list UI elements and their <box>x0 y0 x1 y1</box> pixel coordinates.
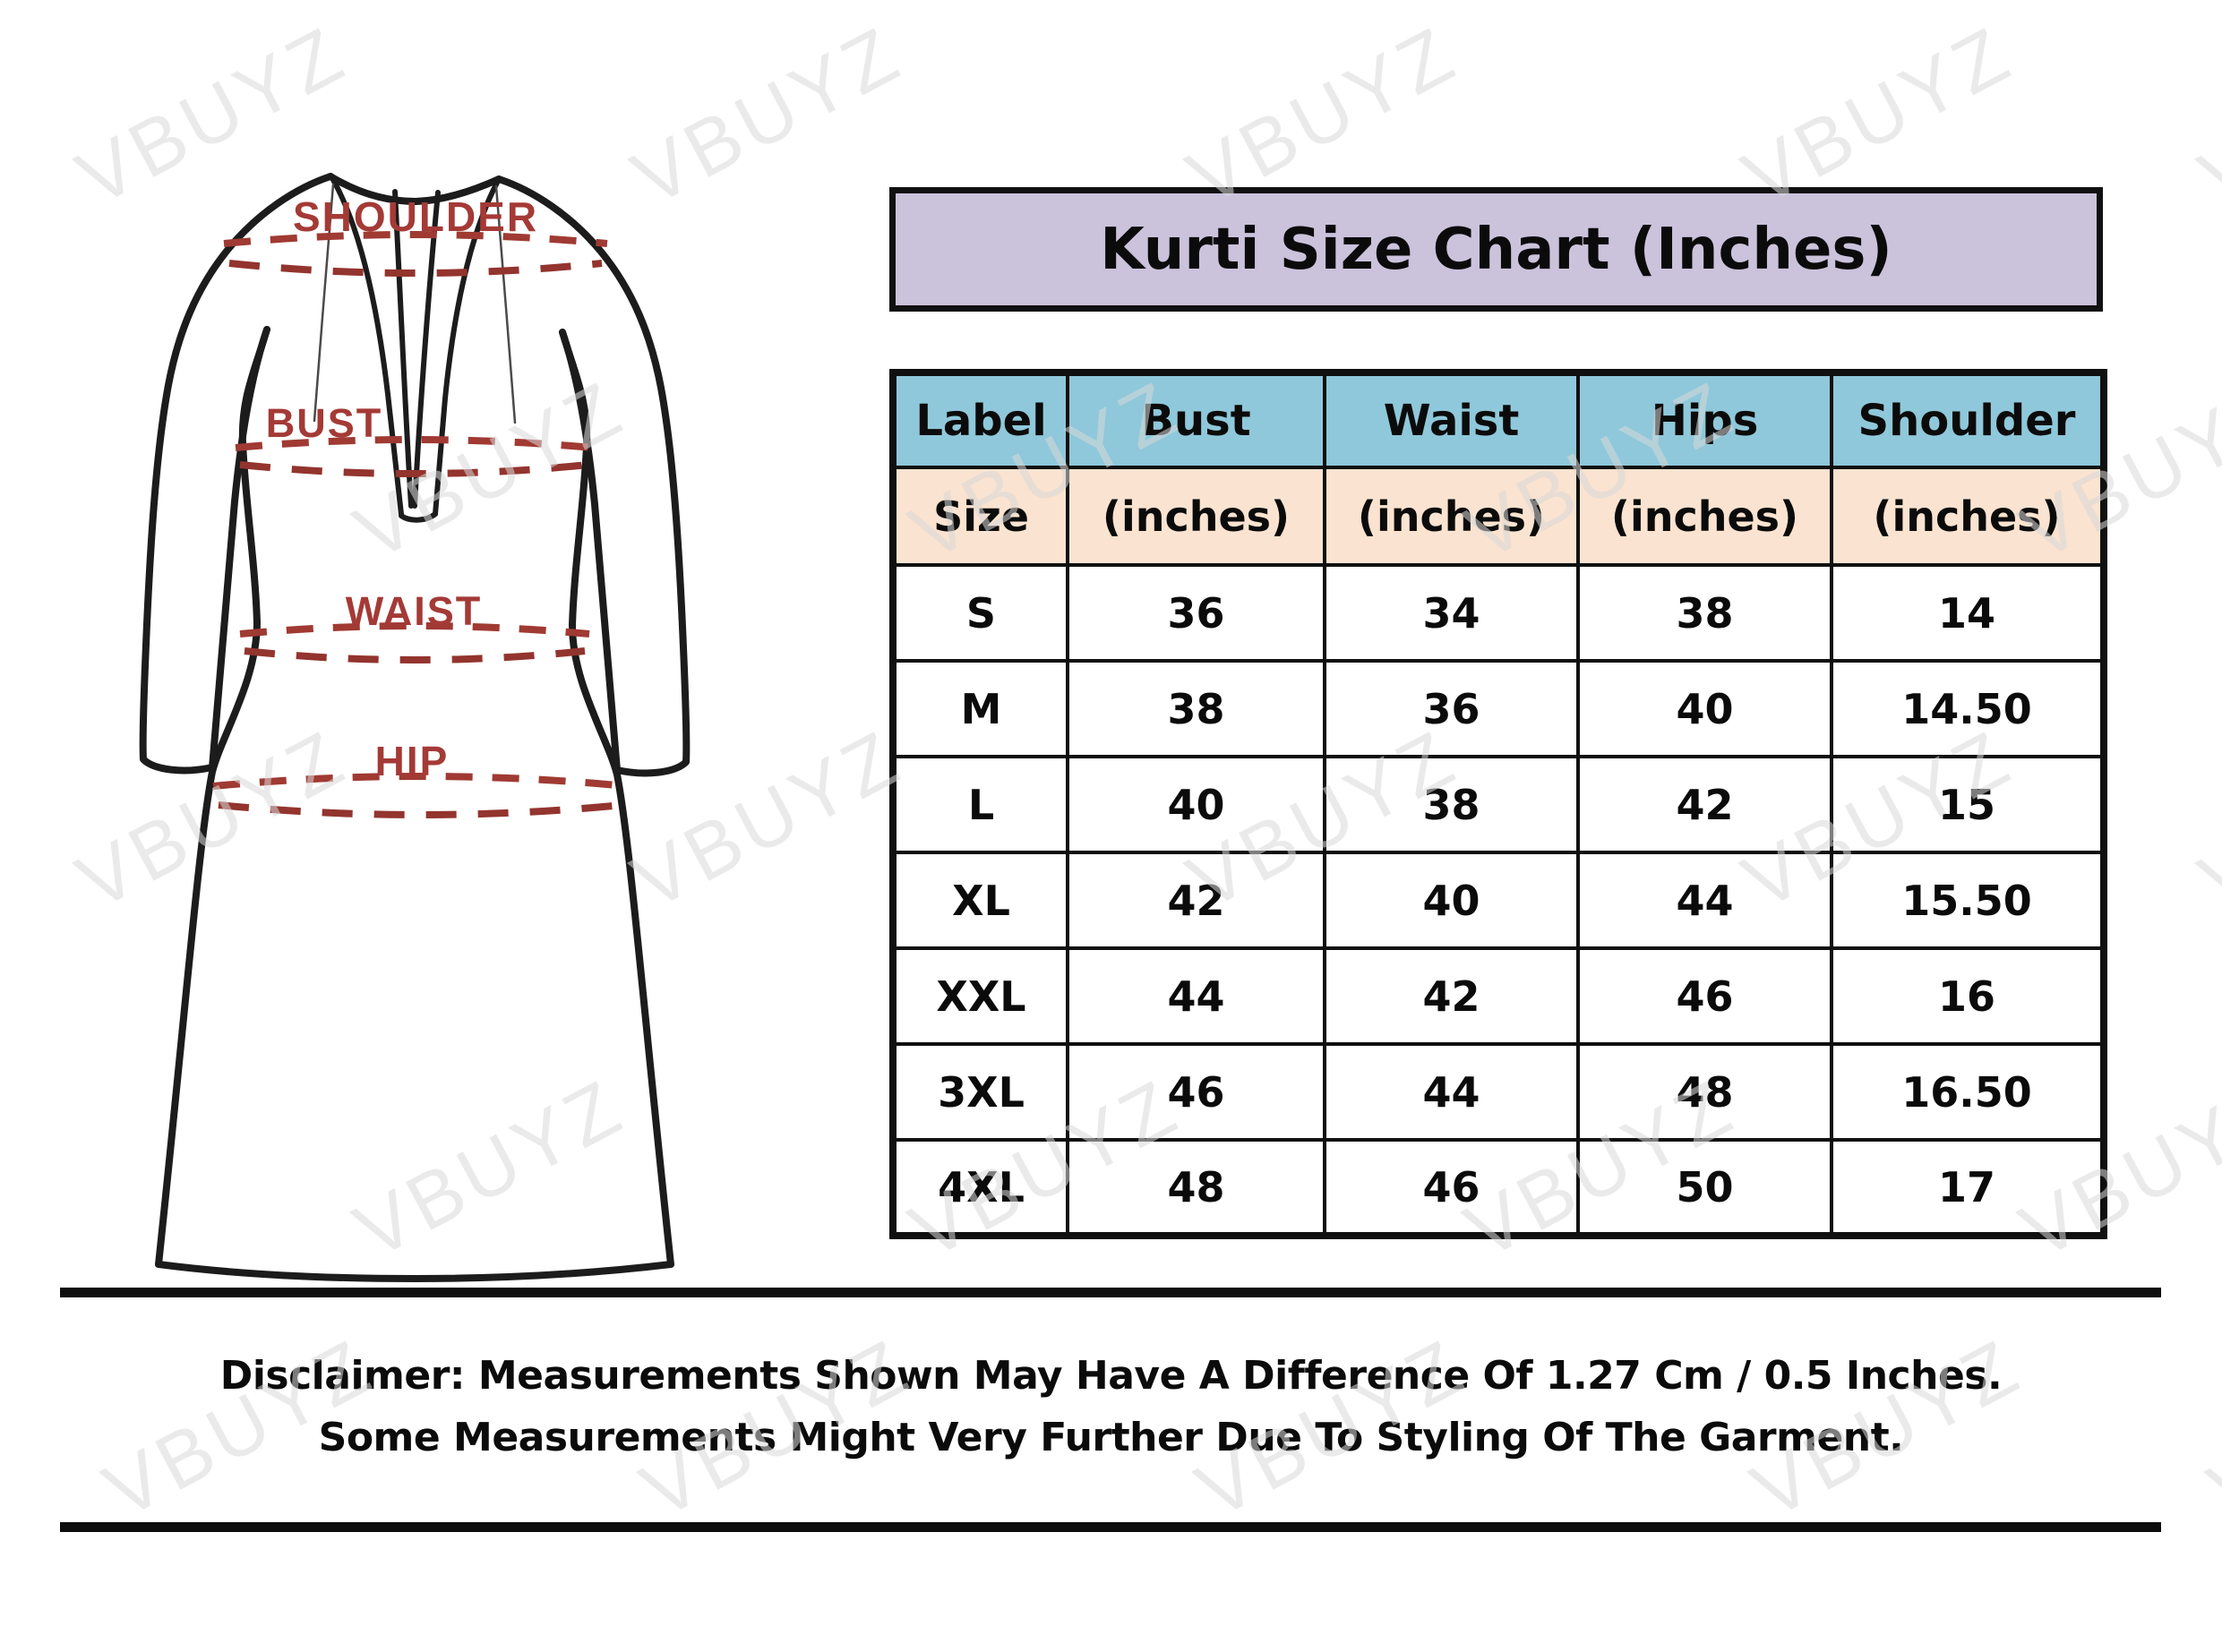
table-row: 4XL 48 46 50 17 <box>891 1138 2106 1237</box>
measurement-cell: 16.50 <box>1830 1042 2106 1142</box>
measurement-cell: 38 <box>1576 563 1833 663</box>
measurement-cell: 17 <box>1830 1138 2106 1237</box>
measurement-cell: 38 <box>1323 755 1580 854</box>
divider-line-bottom <box>60 1522 2161 1532</box>
measurement-cell: 46 <box>1323 1138 1580 1237</box>
table-row: XL 42 40 44 15.50 <box>891 851 2106 950</box>
measurement-cell: 48 <box>1066 1138 1326 1237</box>
table-row: M 38 36 40 14.50 <box>891 659 2106 758</box>
measurement-cell: 48 <box>1576 1042 1833 1142</box>
table-row: S 36 34 38 14 <box>891 563 2106 663</box>
measurement-cell: 34 <box>1323 563 1580 663</box>
waist-label: WAIST <box>346 588 483 634</box>
measurement-cell: 40 <box>1576 659 1833 758</box>
bust-dash-line <box>239 461 589 477</box>
bust-dash-line <box>235 436 594 451</box>
size-label-cell: L <box>891 755 1069 854</box>
measurement-cell: 46 <box>1066 1042 1326 1142</box>
kurti-illustration: SHOULDER BUST WAIST HIP <box>139 173 691 1282</box>
measurement-cell: 16 <box>1830 946 2106 1046</box>
column-subheader: (inches) <box>1576 466 1833 567</box>
column-header: Bust <box>1066 371 1326 469</box>
measurement-cell: 36 <box>1323 659 1580 758</box>
size-label-cell: XXL <box>891 946 1069 1046</box>
disclaimer-line-2: Some Measurements Might Very Further Due… <box>318 1415 1904 1460</box>
shoulder-dash-line <box>228 260 603 277</box>
measurement-cell: 38 <box>1066 659 1326 758</box>
waist-dash-line <box>239 622 590 638</box>
bust-label: BUST <box>266 400 383 446</box>
garment-outline <box>139 173 691 1282</box>
garment-labels: SHOULDER BUST WAIST HIP <box>266 193 538 784</box>
measurement-cell: 15.50 <box>1830 851 2106 950</box>
hip-label: HIP <box>375 738 450 784</box>
vbuyz-watermark: VBUYZ <box>2185 8 2222 223</box>
column-header: Label <box>891 371 1069 469</box>
chart-title-bar: Kurti Size Chart (Inches) <box>889 187 2103 312</box>
size-label-cell: XL <box>891 851 1069 950</box>
measurement-cell: 42 <box>1323 946 1580 1046</box>
measurement-dash-lines <box>212 231 628 818</box>
measurement-cell: 40 <box>1323 851 1580 950</box>
disclaimer-text: Disclaimer: Measurements Shown May Have … <box>0 1345 2222 1468</box>
measurement-cell: 42 <box>1066 851 1326 950</box>
vbuyz-watermark: VBUYZ <box>2185 712 2222 927</box>
disclaimer-line-1: Disclaimer: Measurements Shown May Have … <box>219 1353 2003 1399</box>
table-row: 3XL 46 44 48 16.50 <box>891 1042 2106 1142</box>
divider-line-top <box>60 1288 2161 1297</box>
measurement-cell: 14.50 <box>1830 659 2106 758</box>
size-chart-table: Label Bust Waist Hips Shoulder Size (inc… <box>889 369 2107 1239</box>
waist-dash-line <box>244 647 586 663</box>
measurement-cell: 40 <box>1066 755 1326 854</box>
table-row: XXL 44 42 46 16 <box>891 946 2106 1046</box>
measurement-cell: 15 <box>1830 755 2106 854</box>
measurement-cell: 14 <box>1830 563 2106 663</box>
measurement-cell: 44 <box>1066 946 1326 1046</box>
hip-dash-line <box>218 801 623 818</box>
hip-dash-line <box>212 773 628 790</box>
measurement-cell: 36 <box>1066 563 1326 663</box>
size-label-cell: M <box>891 659 1069 758</box>
shoulder-dash-line <box>223 231 608 247</box>
shoulder-label: SHOULDER <box>293 193 538 240</box>
table-header-row: Label Bust Waist Hips Shoulder <box>891 371 2106 469</box>
column-subheader: Size <box>891 466 1069 567</box>
column-subheader: (inches) <box>1066 466 1326 567</box>
size-label-cell: 4XL <box>891 1138 1069 1237</box>
measurement-cell: 46 <box>1576 946 1833 1046</box>
measurement-cell: 44 <box>1576 851 1833 950</box>
page-title: Kurti Size Chart (Inches) <box>1100 216 1892 283</box>
table-subheader-row: Size (inches) (inches) (inches) (inches) <box>891 466 2106 567</box>
measurement-cell: 44 <box>1323 1042 1580 1142</box>
size-label-cell: 3XL <box>891 1042 1069 1142</box>
size-label-cell: S <box>891 563 1069 663</box>
column-subheader: (inches) <box>1830 466 2106 567</box>
measurement-cell: 50 <box>1576 1138 1833 1237</box>
column-header: Hips <box>1576 371 1833 469</box>
column-subheader: (inches) <box>1323 466 1580 567</box>
column-header: Waist <box>1323 371 1580 469</box>
table-row: L 40 38 42 15 <box>891 755 2106 854</box>
column-header: Shoulder <box>1830 371 2106 469</box>
measurement-cell: 42 <box>1576 755 1833 854</box>
